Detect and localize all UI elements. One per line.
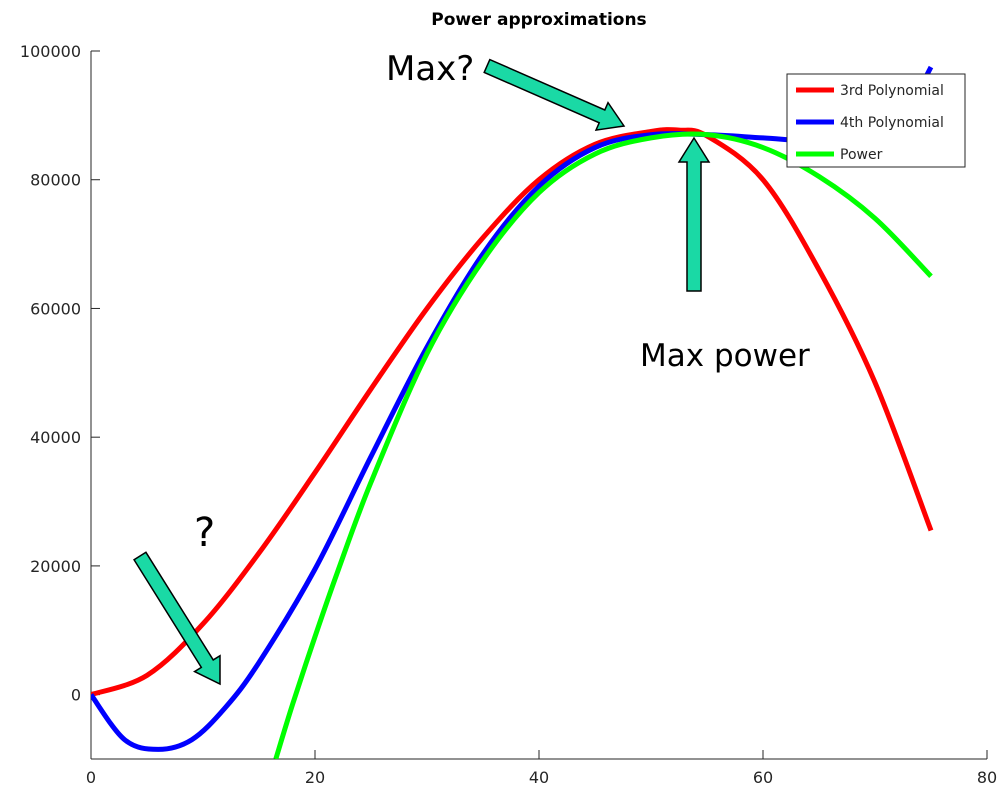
chart-title: Power approximations xyxy=(431,10,646,30)
annotation-arrows xyxy=(133,58,711,686)
annotation-2: Max power xyxy=(640,338,810,374)
y-tick-label: 0 xyxy=(71,686,81,705)
question-arrow xyxy=(133,551,221,686)
series-line-1 xyxy=(91,127,934,698)
legend-label: 3rd Polynomial xyxy=(840,83,944,99)
max-arrow xyxy=(483,58,626,132)
series-layer xyxy=(91,65,934,759)
y-tick-label: 100000 xyxy=(20,42,81,61)
annotation-3: ? xyxy=(194,510,215,556)
legend-label: 4th Polynomial xyxy=(840,115,944,131)
y-tick-label: 60000 xyxy=(30,299,81,318)
x-tick-label: 20 xyxy=(305,768,325,787)
legend: 3rd Polynomial 4th Polynomial Power xyxy=(786,73,966,168)
y-tick-label: 80000 xyxy=(30,171,81,190)
x-tick-label: 80 xyxy=(977,768,997,787)
max-power-arrow xyxy=(677,136,711,292)
y-tick-label: 20000 xyxy=(30,557,81,576)
x-tick-label: 40 xyxy=(529,768,549,787)
y-tick-label: 40000 xyxy=(30,428,81,447)
annotation-1: Max? xyxy=(386,49,474,89)
axes: 0 20 40 60 80 0 20000 40000 60000 80000 100000 xyxy=(20,42,997,787)
annotations: Max? Max power? xyxy=(194,49,810,556)
x-tick-label: 0 xyxy=(86,768,96,787)
x-tick-label: 60 xyxy=(753,768,773,787)
legend-label: Power xyxy=(840,147,883,163)
